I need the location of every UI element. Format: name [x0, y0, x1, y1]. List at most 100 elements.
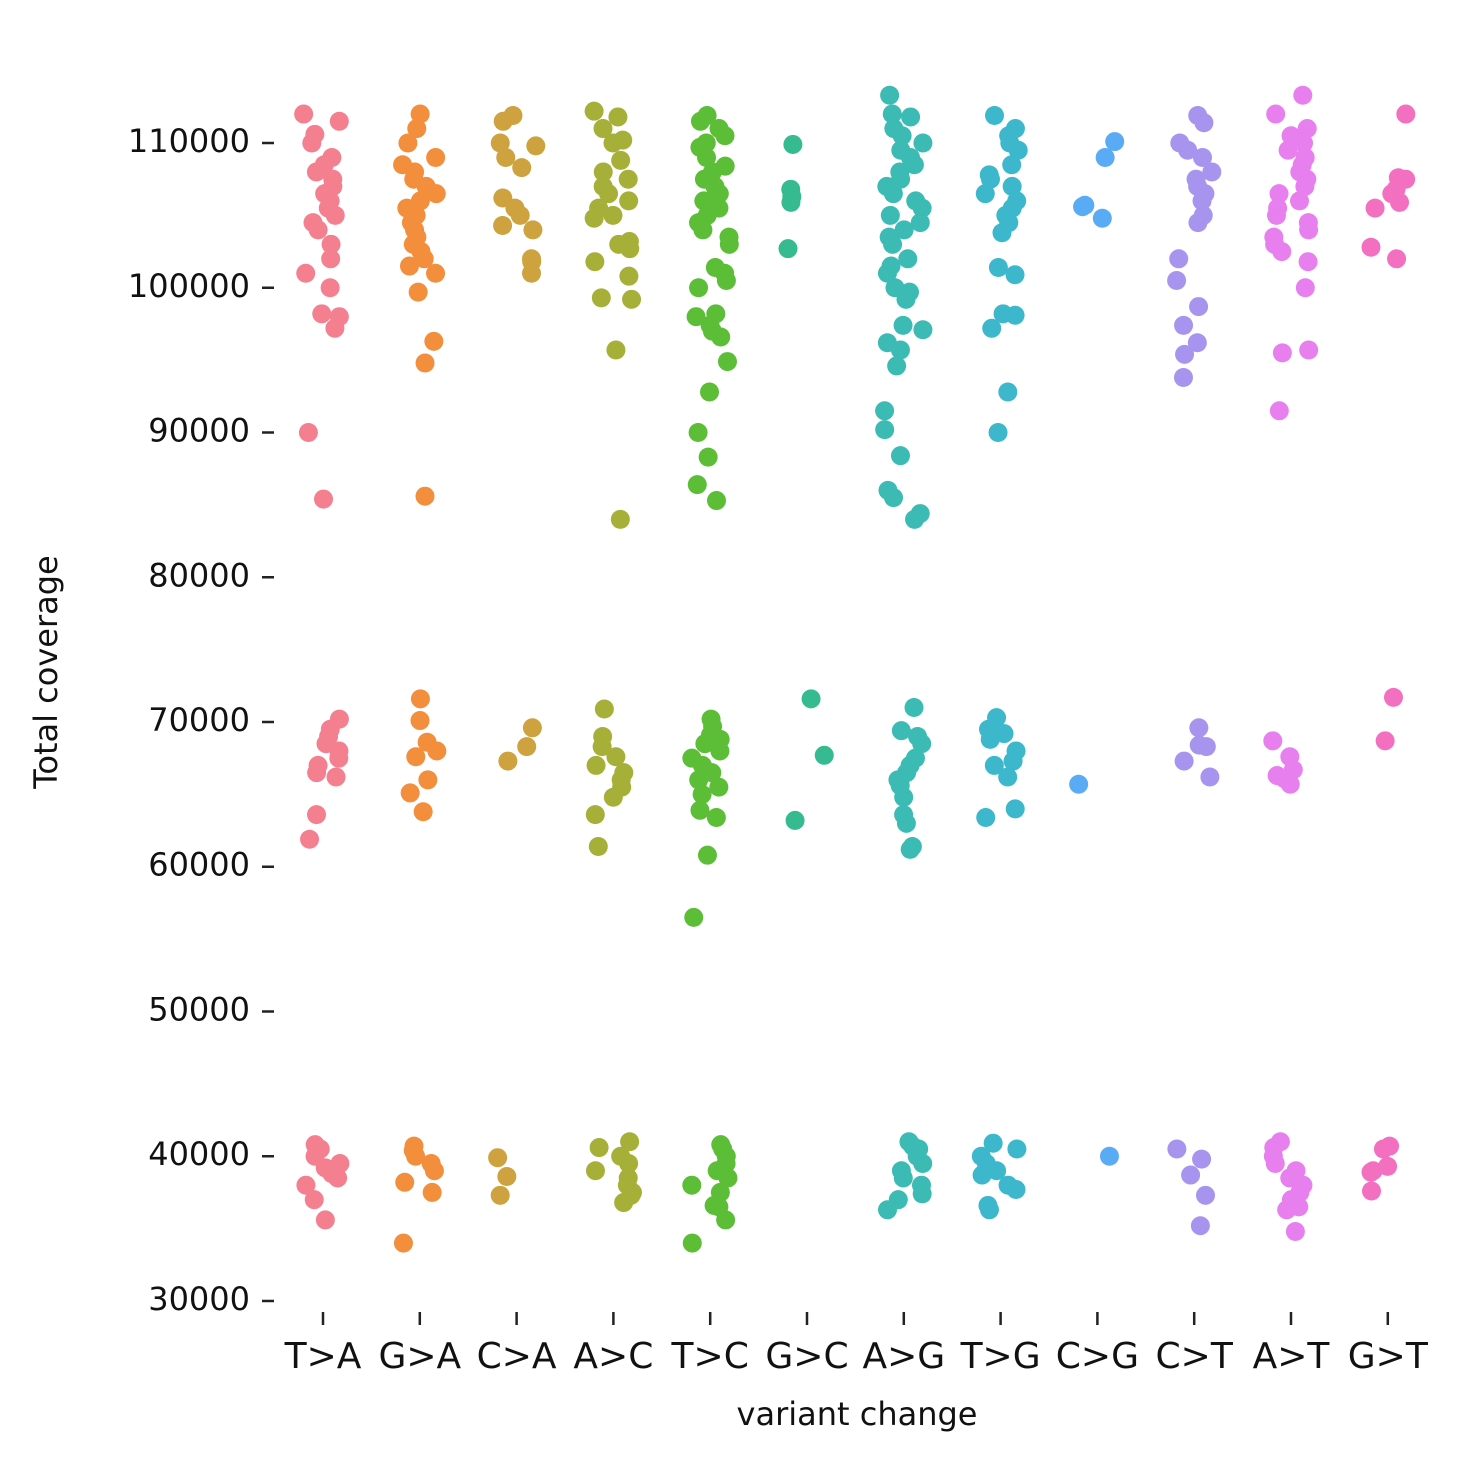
- point: [1383, 687, 1403, 707]
- point: [1006, 1180, 1026, 1200]
- point: [716, 1210, 736, 1230]
- point: [410, 711, 430, 731]
- point: [1175, 344, 1195, 364]
- point: [979, 1200, 999, 1220]
- point: [1295, 278, 1315, 298]
- point: [687, 475, 707, 495]
- point: [1005, 265, 1025, 285]
- point: [302, 133, 322, 153]
- point: [1189, 297, 1209, 317]
- point: [904, 155, 924, 175]
- point: [901, 107, 921, 127]
- point: [1295, 176, 1315, 196]
- point: [1269, 401, 1289, 421]
- point: [1272, 343, 1292, 363]
- point: [983, 1133, 1003, 1153]
- point: [896, 289, 916, 309]
- point: [1007, 1139, 1027, 1159]
- point: [1005, 305, 1025, 325]
- point: [706, 808, 726, 828]
- x-tick-label: A>T: [1253, 1336, 1331, 1377]
- point: [498, 751, 518, 771]
- point: [1193, 147, 1213, 167]
- x-tick-label: C>T: [1156, 1336, 1234, 1377]
- x-tick-label: C>G: [1056, 1336, 1139, 1377]
- point: [410, 689, 430, 709]
- point: [984, 755, 1004, 775]
- point: [426, 184, 446, 204]
- point: [594, 699, 614, 719]
- point: [586, 755, 606, 775]
- point: [700, 382, 720, 402]
- point: [400, 783, 420, 803]
- y-tick-label: 60000: [148, 846, 250, 884]
- y-axis-label: Total coverage: [27, 555, 65, 789]
- y-tick-label: 110000: [128, 122, 250, 160]
- point: [584, 101, 604, 121]
- point: [599, 184, 619, 204]
- point: [778, 239, 798, 259]
- point: [614, 1193, 634, 1213]
- point: [603, 205, 623, 225]
- point: [1387, 249, 1407, 269]
- point: [875, 401, 895, 421]
- point: [415, 486, 435, 506]
- y-tick-label: 80000: [148, 556, 250, 594]
- point: [890, 446, 910, 466]
- point: [709, 777, 729, 797]
- point: [880, 205, 900, 225]
- point: [1092, 208, 1112, 228]
- point: [912, 734, 932, 754]
- point: [706, 491, 726, 511]
- point: [593, 119, 613, 139]
- point: [893, 1168, 913, 1188]
- point: [985, 106, 1005, 126]
- point: [1073, 197, 1093, 217]
- point: [522, 263, 542, 283]
- point: [893, 315, 913, 335]
- point: [998, 767, 1018, 787]
- point: [603, 787, 623, 807]
- point: [1373, 1139, 1393, 1159]
- x-tick-label: T>G: [960, 1336, 1041, 1377]
- point: [781, 192, 801, 212]
- point: [912, 1184, 932, 1204]
- point: [588, 836, 608, 856]
- x-tick-label: G>A: [378, 1336, 461, 1377]
- x-tick-label: T>C: [671, 1336, 749, 1377]
- point: [894, 220, 914, 240]
- point: [900, 839, 920, 859]
- point: [1278, 140, 1298, 160]
- point: [709, 184, 729, 204]
- point: [488, 1148, 508, 1168]
- point: [715, 126, 735, 146]
- point: [1294, 133, 1314, 153]
- point: [328, 1168, 348, 1188]
- point: [321, 234, 341, 254]
- point: [987, 1161, 1007, 1181]
- point: [308, 220, 328, 240]
- point: [497, 1167, 517, 1187]
- point: [593, 162, 613, 182]
- point: [1263, 731, 1283, 751]
- point: [883, 234, 903, 254]
- point: [1188, 213, 1208, 233]
- point: [716, 271, 736, 291]
- point: [912, 198, 932, 218]
- point: [296, 1175, 316, 1195]
- point: [414, 249, 434, 269]
- point: [875, 420, 895, 440]
- x-tick-label: C>A: [477, 1336, 557, 1377]
- y-tick-label: 50000: [148, 990, 250, 1028]
- point: [1005, 799, 1025, 819]
- point: [1174, 315, 1194, 335]
- point: [1285, 1222, 1305, 1242]
- point: [1178, 140, 1198, 160]
- point: [880, 85, 900, 105]
- point: [1361, 237, 1381, 257]
- point: [688, 423, 708, 443]
- point: [585, 252, 605, 272]
- point: [296, 263, 316, 283]
- point: [717, 352, 737, 372]
